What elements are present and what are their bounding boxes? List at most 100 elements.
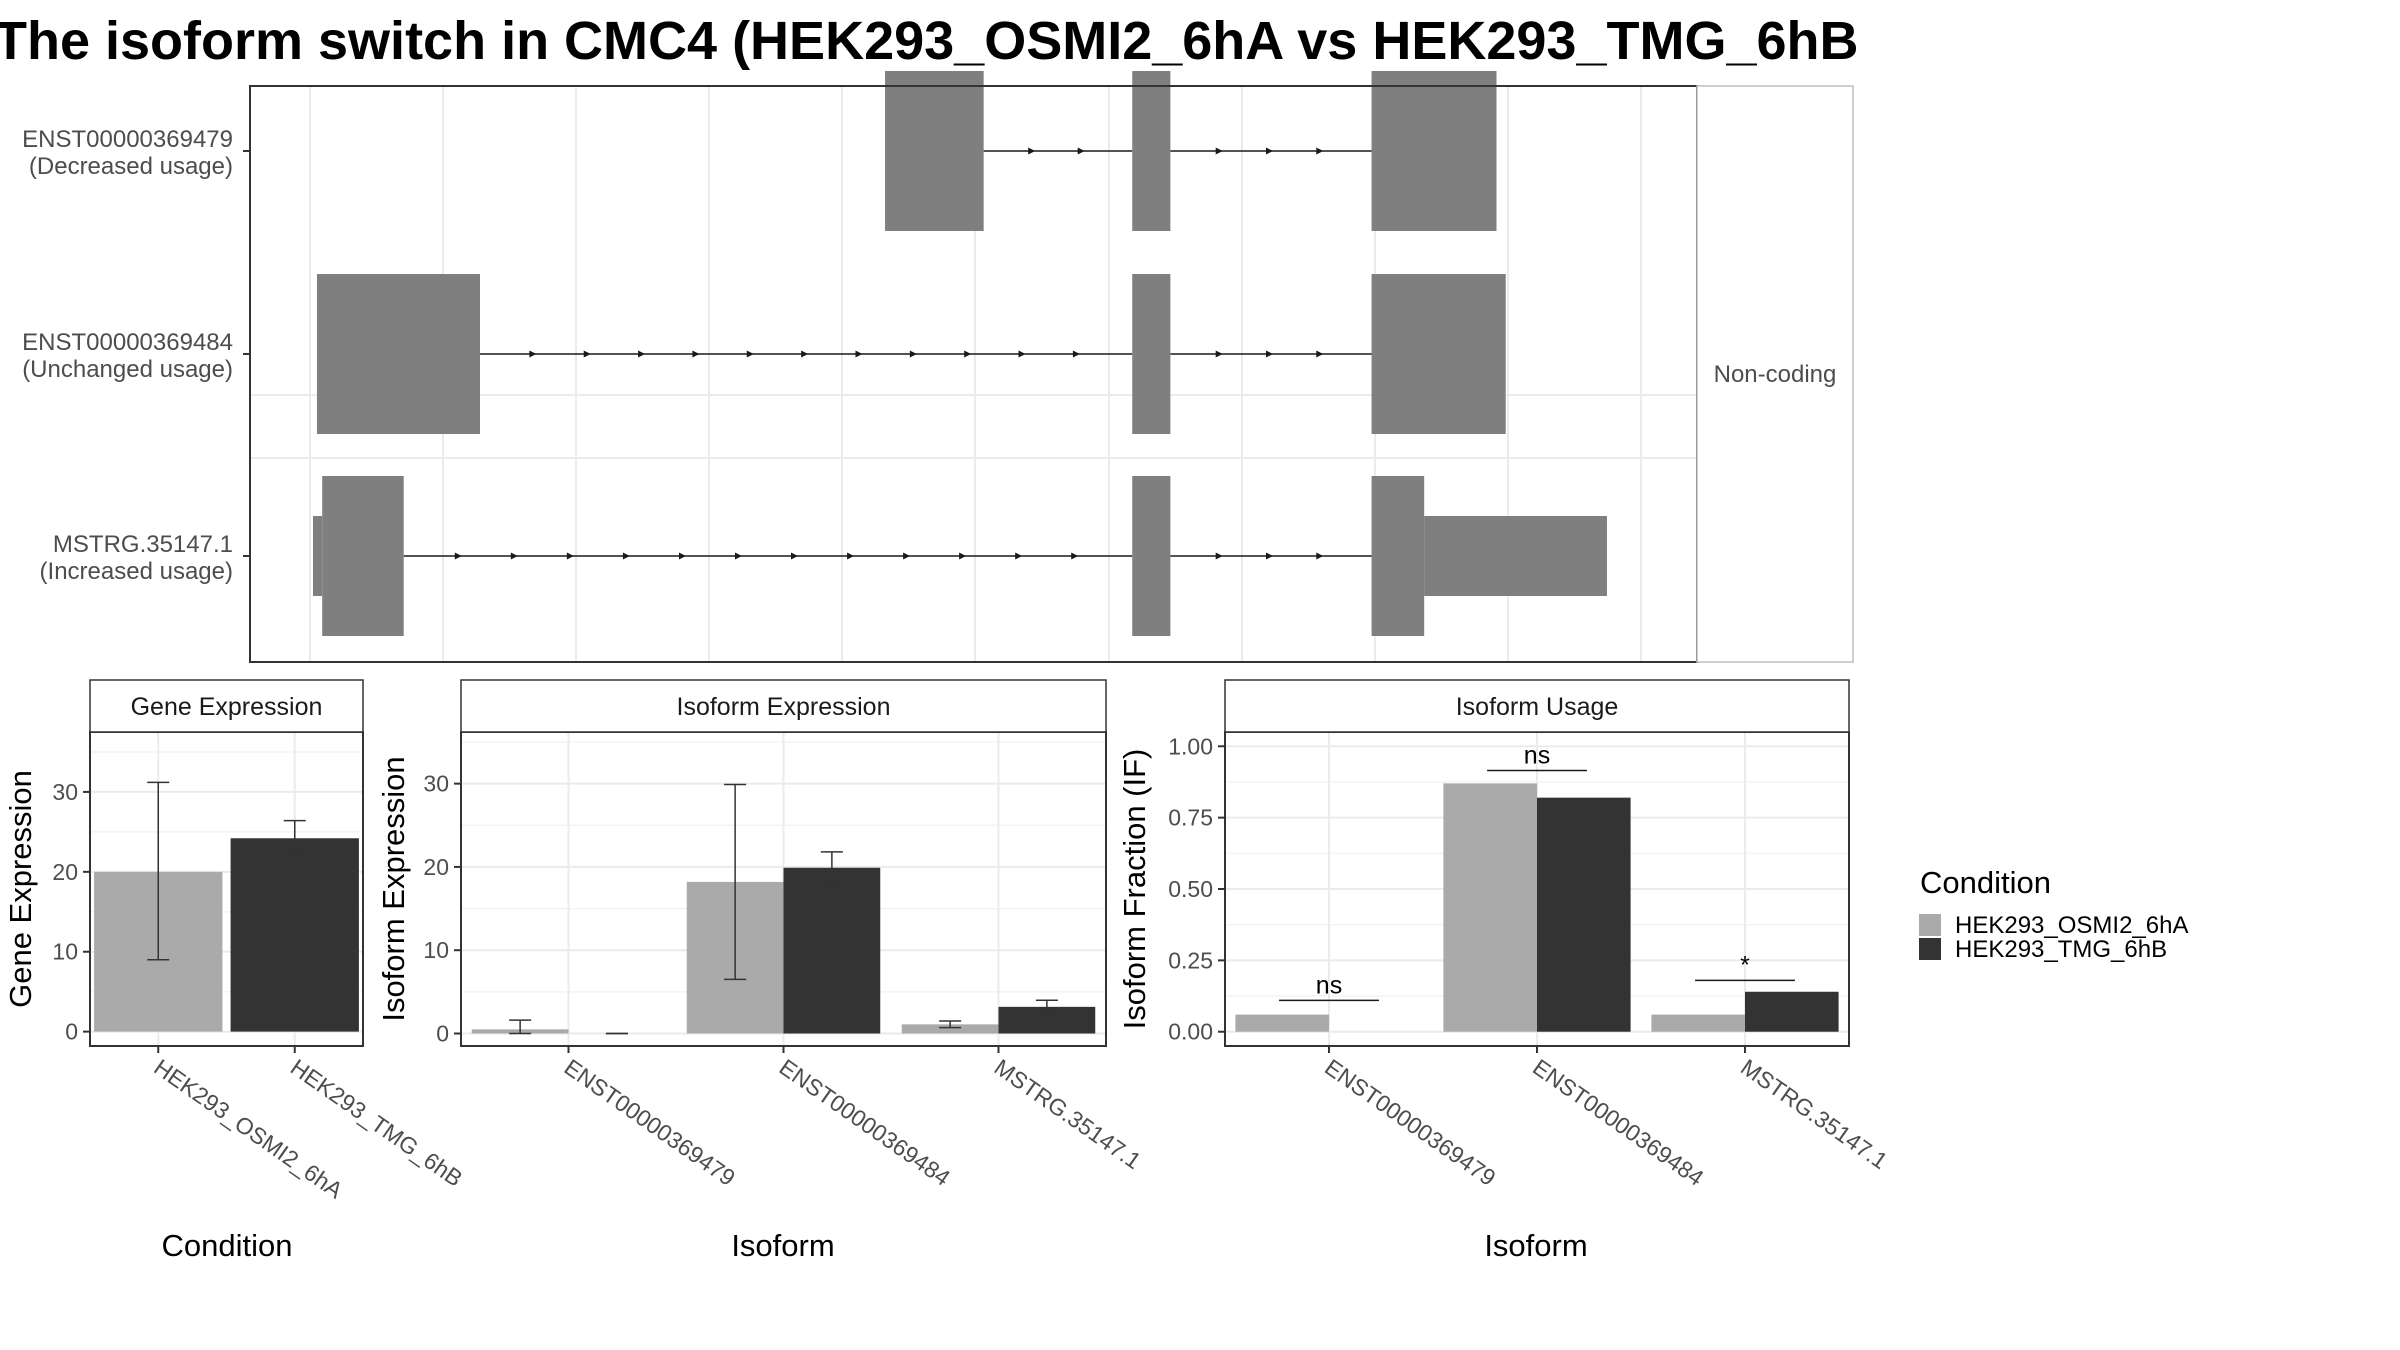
significance-label: ns <box>1524 742 1550 770</box>
bar-HEK293_TMG_6hB-ENST00000369484 <box>1537 797 1631 1032</box>
bar-HEK293_TMG_6hB-ENST00000369484 <box>783 867 881 1034</box>
x-axis-title: Isoform <box>1484 1228 1587 1263</box>
bar-HEK293_OSMI2_6hA-MSTRG.35147.1 <box>901 1024 999 1034</box>
chart-panel-1: 0 10 20 30 Isoform Expression ENST00000369479… <box>376 679 1146 1263</box>
intron-arrow <box>791 552 799 560</box>
intron-arrow <box>566 552 574 560</box>
exon-block <box>1371 274 1506 434</box>
x-tick-label: MSTRG.35147.1 <box>1736 1054 1892 1174</box>
intron-arrow <box>638 350 646 358</box>
intron-arrow <box>678 552 686 560</box>
x-tick-label: MSTRG.35147.1 <box>990 1054 1146 1174</box>
intron-arrow <box>1265 552 1273 560</box>
y-tick-label: 0.25 <box>1168 947 1213 973</box>
transcript-id-label: MSTRG.35147.1 <box>53 531 233 558</box>
y-tick-label: 0.00 <box>1168 1019 1213 1045</box>
x-tick-label: ENST00000369484 <box>1528 1054 1709 1191</box>
bar-HEK293_TMG_6hB-HEK293_TMG_6hB <box>230 838 359 1032</box>
y-tick-label: 0 <box>65 1019 78 1045</box>
intron-arrow <box>529 350 537 358</box>
transcript-id-label: ENST00000369484 <box>22 329 233 356</box>
x-tick-label: ENST00000369479 <box>1320 1054 1500 1191</box>
exon-block <box>1371 71 1497 231</box>
x-axis-title: Isoform <box>731 1228 834 1263</box>
y-tick-label: 0.50 <box>1168 876 1213 902</box>
chart-panel-2: 0.00 0.25 0.50 0.75 1.00 ns ns * Isoform Usage EN… <box>1117 679 1892 1263</box>
intron-arrow <box>1316 552 1324 560</box>
facet-strip-title: Isoform Expression <box>677 693 891 721</box>
y-tick-label: 10 <box>52 939 78 965</box>
y-tick-label: 20 <box>52 859 78 885</box>
intron-arrow <box>909 350 917 358</box>
y-tick-label: 30 <box>423 771 449 797</box>
bar-HEK293_TMG_6hB-MSTRG.35147.1 <box>1745 991 1839 1032</box>
intron-arrow <box>1316 350 1324 358</box>
y-axis-title: Isoform Expression <box>376 756 411 1021</box>
x-tick-label: ENST00000369479 <box>560 1054 740 1191</box>
intron-arrow <box>692 350 700 358</box>
significance-label: ns <box>1316 971 1342 999</box>
y-tick-label: 10 <box>423 937 449 963</box>
intron-arrow <box>964 350 972 358</box>
bar-HEK293_OSMI2_6hA-ENST00000369479 <box>1235 1014 1329 1032</box>
intron-arrow <box>1265 147 1273 155</box>
facet-strip-title: Gene Expression <box>131 693 323 721</box>
exon-block <box>322 476 404 636</box>
x-axis-title: Condition <box>162 1228 293 1263</box>
y-tick-label: 20 <box>423 854 449 880</box>
y-axis-title: Gene Expression <box>3 770 38 1008</box>
facet-strip <box>460 679 1107 733</box>
exon-block <box>1132 476 1171 636</box>
transcript-usage-label: (Increased usage) <box>40 558 233 585</box>
figure-title: The isoform switch in CMC4 (HEK293_OSMI2… <box>0 11 1859 71</box>
intron-arrow <box>1071 552 1079 560</box>
transcript-structure-panel: ENST00000369479(Decreased usage) ENST0000… <box>22 71 1854 663</box>
intron-arrow <box>1028 147 1036 155</box>
intron-arrow <box>1018 350 1026 358</box>
exon-block <box>885 71 984 231</box>
utr-block <box>1424 516 1607 596</box>
intron-arrow <box>734 552 742 560</box>
intron-arrow <box>454 552 462 560</box>
x-tick-label: ENST00000369484 <box>775 1054 956 1191</box>
bar-HEK293_OSMI2_6hA-ENST00000369484 <box>1443 783 1537 1032</box>
exon-block <box>1132 274 1171 434</box>
significance-label: * <box>1740 951 1750 979</box>
intron-arrow <box>746 350 754 358</box>
intron-arrow <box>510 552 518 560</box>
y-tick-label: 0.75 <box>1168 805 1213 831</box>
intron-arrow <box>847 552 855 560</box>
intron-arrow <box>1215 552 1223 560</box>
bar-HEK293_OSMI2_6hA-MSTRG.35147.1 <box>1651 1014 1745 1032</box>
non-coding-strip-label: Non-coding <box>1714 361 1837 388</box>
intron-arrow <box>1215 350 1223 358</box>
facet-strip <box>1224 679 1850 733</box>
intron-arrow <box>855 350 863 358</box>
intron-arrow <box>1265 350 1273 358</box>
intron-arrow <box>959 552 967 560</box>
legend-title: Condition <box>1920 865 2051 900</box>
legend-label-0: HEK293_OSMI2_6hA <box>1955 912 2188 939</box>
transcript-usage-label: (Unchanged usage) <box>22 356 233 383</box>
intron-arrow <box>903 552 911 560</box>
intron-arrow <box>622 552 630 560</box>
y-tick-label: 1.00 <box>1168 733 1213 759</box>
legend-label-1: HEK293_TMG_6hB <box>1955 936 2167 963</box>
y-tick-label: 30 <box>52 779 78 805</box>
intron-arrow <box>1316 147 1324 155</box>
transcript-id-label: ENST00000369479 <box>22 126 233 153</box>
intron-arrow <box>1015 552 1023 560</box>
intron-arrow <box>1072 350 1080 358</box>
exon-block <box>1132 71 1171 231</box>
y-tick-label: 0 <box>436 1021 449 1047</box>
facet-strip <box>89 679 364 733</box>
facet-strip-title: Isoform Usage <box>1456 693 1619 721</box>
y-axis-title: Isoform Fraction (IF) <box>1117 749 1152 1030</box>
legend-key-0 <box>1919 914 1941 936</box>
intron-arrow <box>583 350 591 358</box>
intron-arrow <box>801 350 809 358</box>
exon-block <box>316 274 481 434</box>
